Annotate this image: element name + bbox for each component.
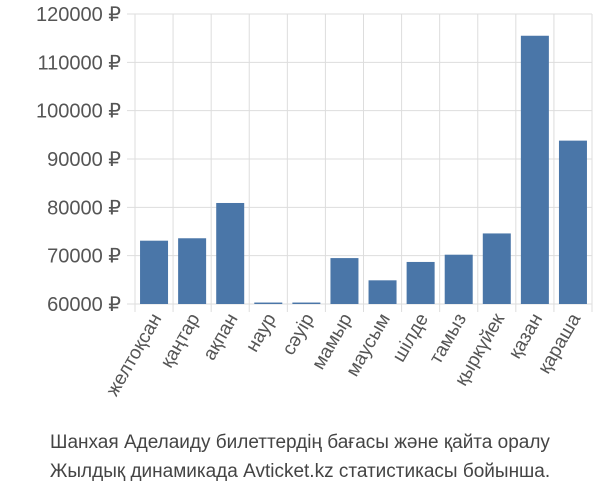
caption-line-2: Жылдық динамикада Avticket.kz статистика… — [49, 461, 551, 482]
bar — [178, 238, 207, 304]
bar — [292, 302, 321, 304]
y-tick-label: 80000 ₽ — [47, 197, 121, 219]
y-tick-label: 120000 ₽ — [36, 4, 121, 26]
bar — [254, 302, 283, 304]
y-tick-label: 100000 ₽ — [36, 101, 121, 123]
x-tick-label: желтоқсан — [102, 310, 166, 400]
caption-line-1: Шанхая Аделаиду билеттердің бағасы және … — [50, 432, 550, 453]
bar-chart: 60000 ₽ 70000 ₽ 80000 ₽ 90000 ₽ 100000 ₽ 1100… — [36, 4, 593, 400]
bar — [482, 233, 511, 304]
bar — [140, 240, 169, 304]
bar — [520, 35, 549, 304]
grid — [127, 13, 593, 312]
bar — [406, 261, 435, 304]
bar — [330, 258, 359, 304]
y-tick-label: 110000 ₽ — [37, 52, 121, 74]
bar — [444, 254, 473, 304]
y-axis: 60000 ₽ 70000 ₽ 80000 ₽ 90000 ₽ 100000 ₽ 1100… — [36, 4, 121, 316]
y-tick-label: 60000 ₽ — [47, 294, 121, 316]
x-tick-label: ақпан — [199, 310, 242, 364]
y-tick-label: 70000 ₽ — [47, 246, 121, 268]
bars — [140, 35, 587, 304]
x-tick-label: наур — [242, 310, 281, 356]
bar — [216, 202, 245, 304]
y-tick-label: 90000 ₽ — [47, 149, 121, 171]
bar — [558, 140, 587, 304]
bar — [368, 280, 397, 304]
x-tick-label: сәуір — [278, 310, 318, 359]
